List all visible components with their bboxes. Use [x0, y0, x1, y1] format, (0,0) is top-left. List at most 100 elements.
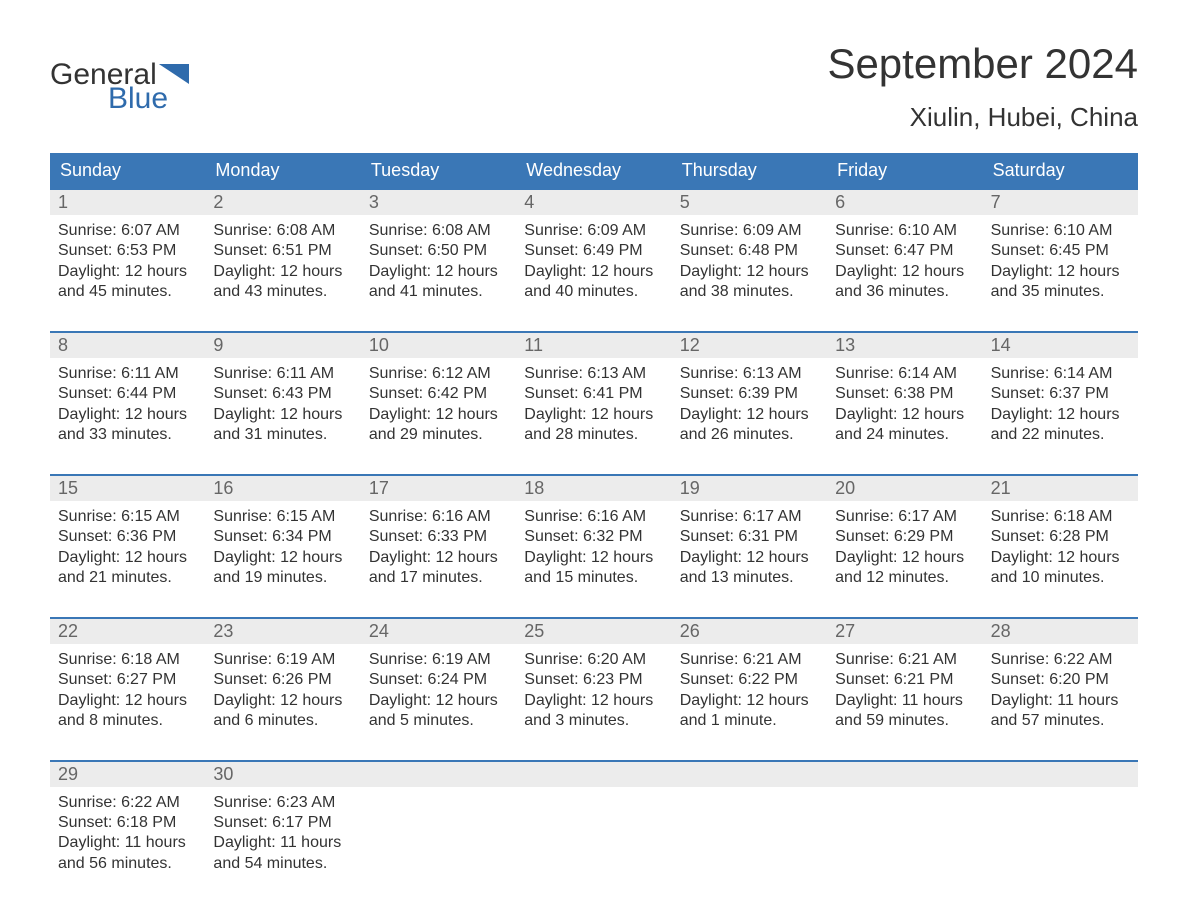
sunset-text: Sunset: 6:22 PM: [680, 670, 819, 690]
day-cell: 24Sunrise: 6:19 AMSunset: 6:24 PMDayligh…: [361, 619, 516, 736]
sunrise-text: Sunrise: 6:13 AM: [524, 364, 663, 384]
day-body: Sunrise: 6:09 AMSunset: 6:49 PMDaylight:…: [516, 215, 671, 307]
logo: General Blue: [50, 60, 189, 114]
sunrise-text: Sunrise: 6:14 AM: [835, 364, 974, 384]
day-cell: 8Sunrise: 6:11 AMSunset: 6:44 PMDaylight…: [50, 333, 205, 450]
sunrise-text: Sunrise: 6:16 AM: [369, 507, 508, 527]
dow-thursday: Thursday: [672, 153, 827, 188]
sunrise-text: Sunrise: 6:11 AM: [58, 364, 197, 384]
sunset-text: Sunset: 6:43 PM: [213, 384, 352, 404]
day-body: Sunrise: 6:19 AMSunset: 6:26 PMDaylight:…: [205, 644, 360, 736]
day-body: Sunrise: 6:23 AMSunset: 6:17 PMDaylight:…: [205, 787, 360, 879]
sunset-text: Sunset: 6:20 PM: [991, 670, 1130, 690]
day-number: 1: [50, 190, 205, 215]
sunset-text: Sunset: 6:39 PM: [680, 384, 819, 404]
sunrise-text: Sunrise: 6:16 AM: [524, 507, 663, 527]
day-body: Sunrise: 6:11 AMSunset: 6:43 PMDaylight:…: [205, 358, 360, 450]
day-number: 19: [672, 476, 827, 501]
sunrise-text: Sunrise: 6:23 AM: [213, 793, 352, 813]
daylight-text: Daylight: 12 hours and 29 minutes.: [369, 405, 508, 446]
sunrise-text: Sunrise: 6:20 AM: [524, 650, 663, 670]
day-cell: 13Sunrise: 6:14 AMSunset: 6:38 PMDayligh…: [827, 333, 982, 450]
sunset-text: Sunset: 6:17 PM: [213, 813, 352, 833]
sunset-text: Sunset: 6:47 PM: [835, 241, 974, 261]
day-cell: 12Sunrise: 6:13 AMSunset: 6:39 PMDayligh…: [672, 333, 827, 450]
day-body: Sunrise: 6:17 AMSunset: 6:29 PMDaylight:…: [827, 501, 982, 593]
sunset-text: Sunset: 6:29 PM: [835, 527, 974, 547]
sunset-text: Sunset: 6:50 PM: [369, 241, 508, 261]
day-body: Sunrise: 6:11 AMSunset: 6:44 PMDaylight:…: [50, 358, 205, 450]
day-cell: [361, 762, 516, 879]
day-number: 25: [516, 619, 671, 644]
daylight-text: Daylight: 11 hours and 54 minutes.: [213, 833, 352, 874]
sunrise-text: Sunrise: 6:13 AM: [680, 364, 819, 384]
sunset-text: Sunset: 6:45 PM: [991, 241, 1130, 261]
daylight-text: Daylight: 12 hours and 33 minutes.: [58, 405, 197, 446]
day-body: Sunrise: 6:13 AMSunset: 6:41 PMDaylight:…: [516, 358, 671, 450]
day-cell: 6Sunrise: 6:10 AMSunset: 6:47 PMDaylight…: [827, 190, 982, 307]
daylight-text: Daylight: 12 hours and 6 minutes.: [213, 691, 352, 732]
day-cell: [672, 762, 827, 879]
day-body: Sunrise: 6:18 AMSunset: 6:28 PMDaylight:…: [983, 501, 1138, 593]
daylight-text: Daylight: 11 hours and 56 minutes.: [58, 833, 197, 874]
sunrise-text: Sunrise: 6:10 AM: [835, 221, 974, 241]
day-number: 30: [205, 762, 360, 787]
day-number: 11: [516, 333, 671, 358]
day-number: [827, 762, 982, 787]
sunset-text: Sunset: 6:31 PM: [680, 527, 819, 547]
day-cell: 3Sunrise: 6:08 AMSunset: 6:50 PMDaylight…: [361, 190, 516, 307]
sunset-text: Sunset: 6:28 PM: [991, 527, 1130, 547]
sunset-text: Sunset: 6:32 PM: [524, 527, 663, 547]
day-number: 28: [983, 619, 1138, 644]
day-body: Sunrise: 6:18 AMSunset: 6:27 PMDaylight:…: [50, 644, 205, 736]
week-row: 29Sunrise: 6:22 AMSunset: 6:18 PMDayligh…: [50, 760, 1138, 879]
day-body: Sunrise: 6:14 AMSunset: 6:37 PMDaylight:…: [983, 358, 1138, 450]
day-cell: 27Sunrise: 6:21 AMSunset: 6:21 PMDayligh…: [827, 619, 982, 736]
sunset-text: Sunset: 6:23 PM: [524, 670, 663, 690]
day-body: Sunrise: 6:14 AMSunset: 6:38 PMDaylight:…: [827, 358, 982, 450]
dow-friday: Friday: [827, 153, 982, 188]
sunrise-text: Sunrise: 6:08 AM: [213, 221, 352, 241]
sunrise-text: Sunrise: 6:22 AM: [991, 650, 1130, 670]
daylight-text: Daylight: 12 hours and 21 minutes.: [58, 548, 197, 589]
day-number: 16: [205, 476, 360, 501]
day-cell: 23Sunrise: 6:19 AMSunset: 6:26 PMDayligh…: [205, 619, 360, 736]
dow-monday: Monday: [205, 153, 360, 188]
day-body: Sunrise: 6:10 AMSunset: 6:45 PMDaylight:…: [983, 215, 1138, 307]
day-body: Sunrise: 6:13 AMSunset: 6:39 PMDaylight:…: [672, 358, 827, 450]
sunset-text: Sunset: 6:34 PM: [213, 527, 352, 547]
sunrise-text: Sunrise: 6:18 AM: [58, 650, 197, 670]
day-number: 24: [361, 619, 516, 644]
day-cell: 7Sunrise: 6:10 AMSunset: 6:45 PMDaylight…: [983, 190, 1138, 307]
day-cell: 28Sunrise: 6:22 AMSunset: 6:20 PMDayligh…: [983, 619, 1138, 736]
day-number: 2: [205, 190, 360, 215]
day-number: 12: [672, 333, 827, 358]
daylight-text: Daylight: 12 hours and 24 minutes.: [835, 405, 974, 446]
day-cell: 25Sunrise: 6:20 AMSunset: 6:23 PMDayligh…: [516, 619, 671, 736]
day-number: 7: [983, 190, 1138, 215]
sunset-text: Sunset: 6:49 PM: [524, 241, 663, 261]
daylight-text: Daylight: 12 hours and 17 minutes.: [369, 548, 508, 589]
day-body: Sunrise: 6:08 AMSunset: 6:50 PMDaylight:…: [361, 215, 516, 307]
day-body: Sunrise: 6:21 AMSunset: 6:21 PMDaylight:…: [827, 644, 982, 736]
sunrise-text: Sunrise: 6:17 AM: [680, 507, 819, 527]
week-row: 1Sunrise: 6:07 AMSunset: 6:53 PMDaylight…: [50, 188, 1138, 307]
day-number: 22: [50, 619, 205, 644]
day-cell: 17Sunrise: 6:16 AMSunset: 6:33 PMDayligh…: [361, 476, 516, 593]
day-number: [672, 762, 827, 787]
day-cell: 2Sunrise: 6:08 AMSunset: 6:51 PMDaylight…: [205, 190, 360, 307]
daylight-text: Daylight: 12 hours and 8 minutes.: [58, 691, 197, 732]
sunset-text: Sunset: 6:24 PM: [369, 670, 508, 690]
day-number: [361, 762, 516, 787]
sunrise-text: Sunrise: 6:08 AM: [369, 221, 508, 241]
day-cell: 10Sunrise: 6:12 AMSunset: 6:42 PMDayligh…: [361, 333, 516, 450]
day-number: 23: [205, 619, 360, 644]
daylight-text: Daylight: 12 hours and 12 minutes.: [835, 548, 974, 589]
day-number: 20: [827, 476, 982, 501]
day-cell: 16Sunrise: 6:15 AMSunset: 6:34 PMDayligh…: [205, 476, 360, 593]
sunset-text: Sunset: 6:44 PM: [58, 384, 197, 404]
daylight-text: Daylight: 12 hours and 26 minutes.: [680, 405, 819, 446]
day-cell: 9Sunrise: 6:11 AMSunset: 6:43 PMDaylight…: [205, 333, 360, 450]
day-number: [516, 762, 671, 787]
sunset-text: Sunset: 6:36 PM: [58, 527, 197, 547]
